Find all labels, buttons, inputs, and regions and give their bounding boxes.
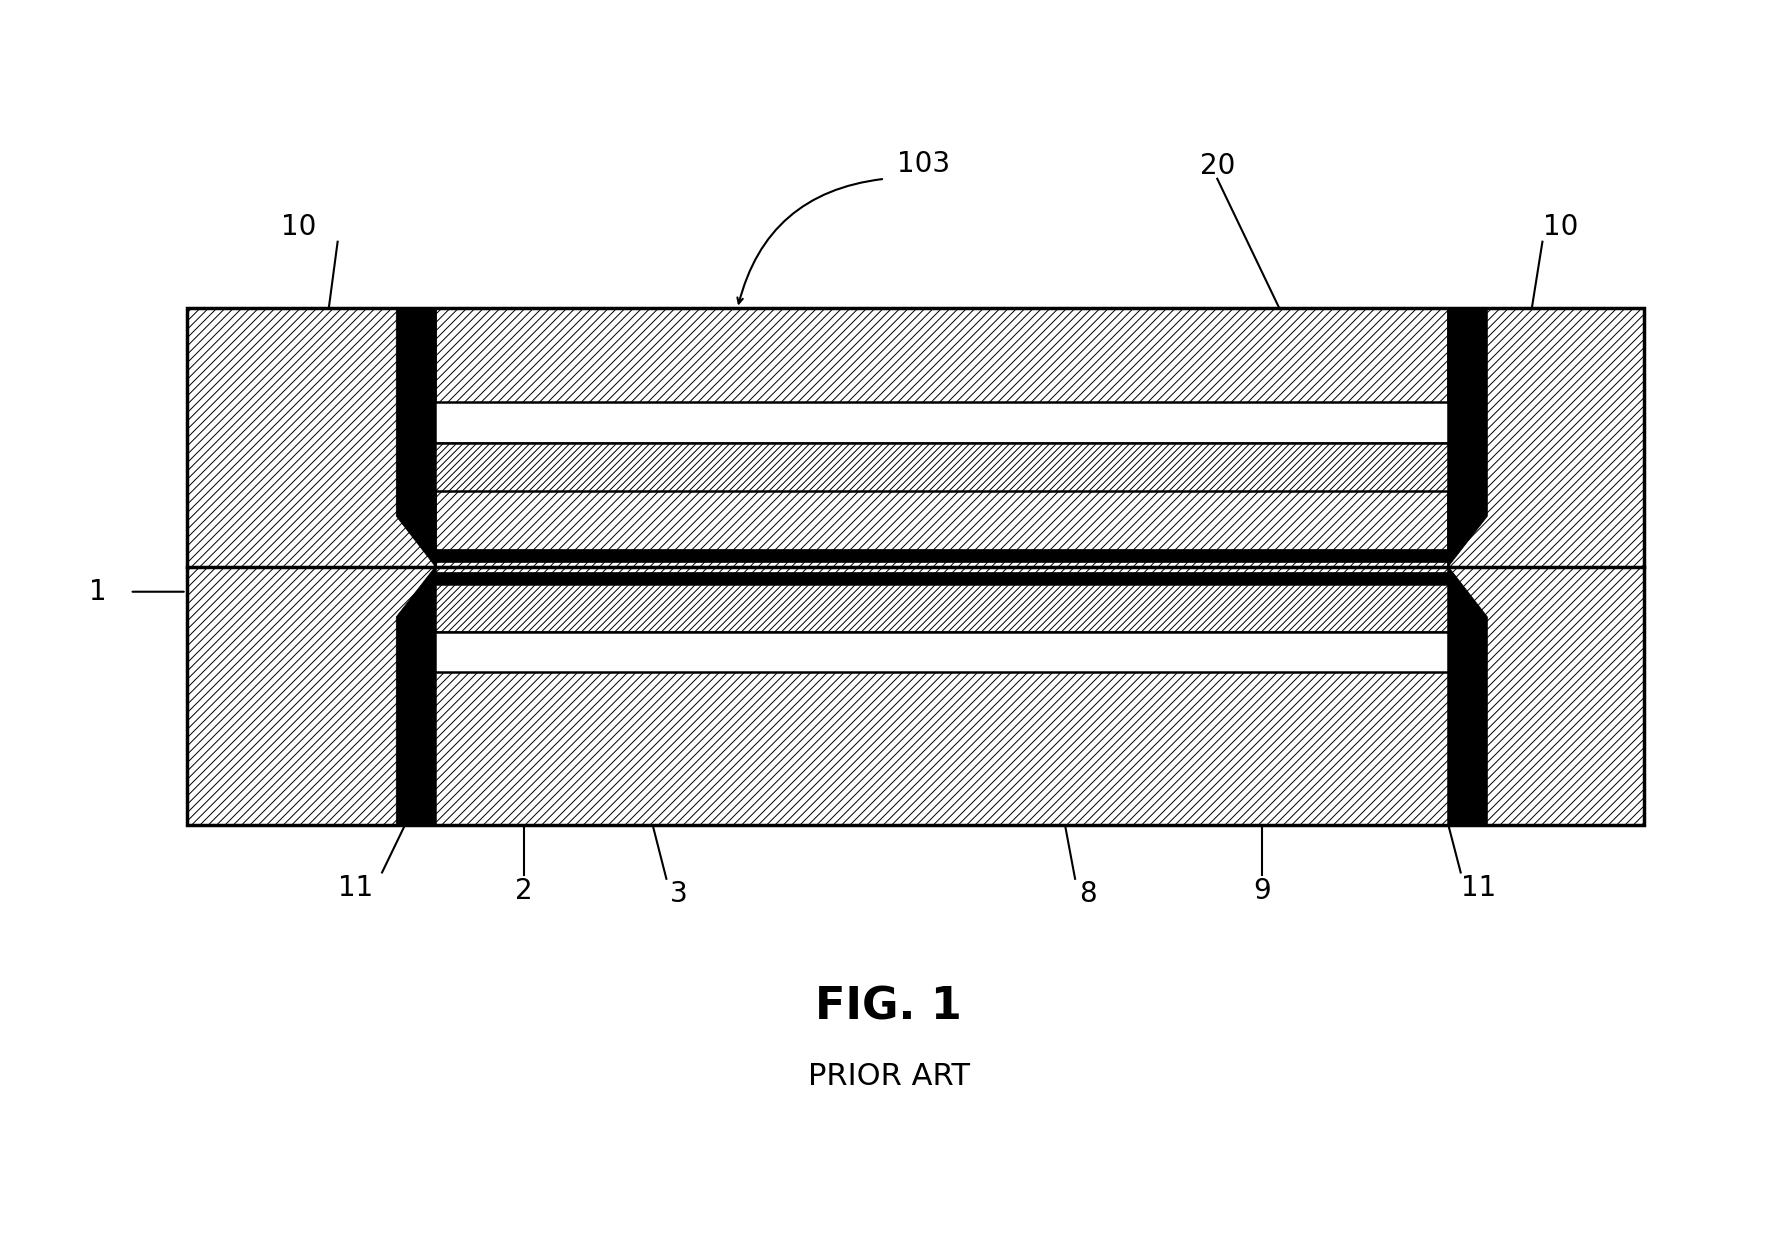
Text: 10: 10 [281,213,316,240]
Text: 103: 103 [897,150,951,178]
Text: FIG. 1: FIG. 1 [816,986,961,1029]
Text: 8: 8 [1079,880,1096,908]
Text: 11: 11 [1461,874,1496,901]
Bar [435,567,1448,825]
Bar [435,584,1448,632]
Bar [187,308,1644,825]
Bar [435,403,1448,443]
Polygon shape [1448,567,1487,825]
Polygon shape [396,567,435,825]
Text: PRIOR ART: PRIOR ART [807,1061,970,1092]
Text: 20: 20 [1199,152,1235,180]
Bar [435,572,1448,584]
Text: 10: 10 [1542,213,1578,240]
Text: 11: 11 [338,874,373,901]
Bar [435,632,1448,672]
Bar [187,308,435,567]
Bar [435,549,1448,562]
Bar [1448,308,1644,567]
Bar [187,567,435,825]
Bar [435,308,1448,567]
Text: 1: 1 [89,578,107,606]
Polygon shape [396,308,435,567]
Text: 3: 3 [670,880,688,908]
Text: 9: 9 [1253,878,1271,905]
Polygon shape [1448,308,1487,567]
Bar [435,443,1448,491]
Text: 2: 2 [515,878,533,905]
Bar [1448,567,1644,825]
